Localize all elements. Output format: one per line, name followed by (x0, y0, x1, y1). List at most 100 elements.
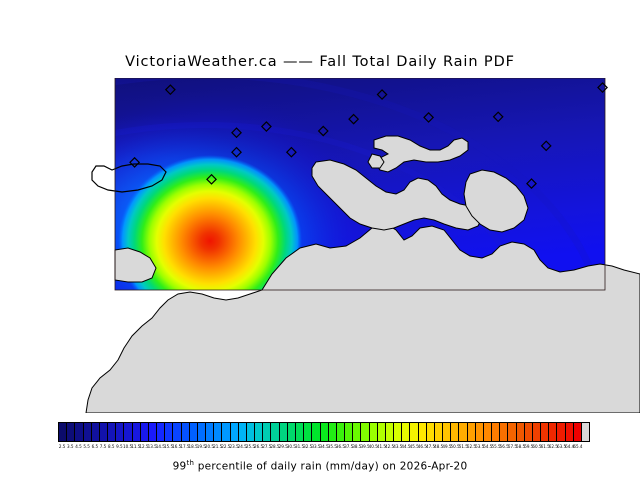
colorbar-tick-label: 11.5 (131, 444, 141, 449)
colorbar-cell (75, 423, 84, 441)
colorbar-cell (279, 423, 288, 441)
colorbar-cell (304, 423, 313, 441)
station-marker[interactable] (231, 146, 242, 158)
colorbar-tick-label: 21.5 (213, 444, 223, 449)
colorbar-cell (532, 423, 542, 441)
colorbar-tick-label: 61.5 (540, 444, 550, 449)
station-marker[interactable] (597, 82, 608, 93)
colorbar-cell (434, 423, 444, 441)
colorbar-tick-label: 32.5 (303, 444, 313, 449)
colorbar-tick-label: 56.5 (499, 444, 509, 449)
station-marker[interactable] (285, 146, 297, 158)
colorbar-cell (222, 423, 231, 441)
colorbar-cell (197, 423, 207, 441)
colorbar-tick-label: 27.5 (262, 444, 272, 449)
rainfall-field (115, 78, 605, 290)
colorbar-cell (459, 423, 468, 441)
colorbar-tick-label: 16.5 (172, 444, 182, 449)
colorbar-cell (467, 423, 476, 441)
station-marker[interactable] (376, 89, 388, 100)
station-marker[interactable] (129, 156, 141, 168)
colorbar-cell (320, 423, 329, 441)
colorbar-tick-label: 34.5 (319, 444, 329, 449)
colorbar-tick-label: 17.5 (180, 444, 190, 449)
colorbar-tick-label: 43.5 (393, 444, 403, 449)
colorbar-tick-label: 29.5 (278, 444, 288, 449)
colorbar-cell (189, 423, 198, 441)
colorbar-tick-label: 46.5 (417, 444, 427, 449)
colorbar-tick-label: 50.5 (450, 444, 460, 449)
colorbar-tick-label: 53.5 (475, 444, 485, 449)
station-marker[interactable] (423, 111, 435, 123)
map-svg (85, 78, 640, 413)
colorbar-cell (418, 423, 427, 441)
colorbar-cell (475, 423, 484, 441)
station-marker[interactable] (540, 140, 552, 152)
colorbar-tick-label: 36.5 (335, 444, 346, 449)
colorbar-tick-label: 5.5 (83, 444, 90, 449)
station-marker[interactable] (164, 84, 176, 96)
colorbar-cell (124, 423, 133, 441)
colorbar-tick-labels: 2.5 3.5 4.5 5.5 6.5 7.5 8.5 9.5 10.5 11.5 12.5 13.5… (58, 442, 583, 454)
land-central-peninsula (311, 159, 483, 231)
colorbar-tick-label: 52.5 (466, 444, 477, 449)
colorbar-tick-label: 47.5 (425, 444, 436, 449)
colorbar-cell (524, 423, 533, 441)
colorbar-cell (508, 423, 517, 441)
colorbar-tick-label: 40.5 (368, 444, 378, 449)
caption-ordinal-suffix: th (186, 459, 195, 467)
land-east-shelf (463, 169, 529, 233)
colorbar-cell (377, 423, 386, 441)
colorbar-tick-label: 33.5 (311, 444, 321, 449)
colorbar[interactable]: 2.5 3.5 4.5 5.5 6.5 7.5 8.5 9.5 10.5 11.5 12.5 13.5… (58, 422, 590, 449)
colorbar-caption: 99th percentile of daily rain (mm/day) o… (0, 459, 640, 473)
station-marker[interactable] (260, 121, 272, 132)
colorbar-tick-label: 62.5 (548, 444, 558, 449)
colorbar-tick-label: 2.5 (58, 444, 66, 449)
colorbar-cell (157, 423, 166, 441)
colorbar-tick-label: 55.5 (491, 444, 501, 449)
colorbar-tick-label: 38.5 (352, 444, 362, 449)
colorbar-strip[interactable] (58, 422, 582, 442)
colorbar-cell (541, 423, 550, 441)
colorbar-tick-label: 24.5 (237, 444, 247, 449)
page-title: VictoriaWeather.ca —— Fall Total Daily R… (125, 54, 515, 70)
station-marker[interactable] (526, 178, 537, 190)
colorbar-cell (573, 423, 581, 441)
colorbar-cell (565, 423, 574, 441)
colorbar-tick-label: 13.5 (147, 444, 157, 449)
colorbar-cell (67, 423, 76, 441)
station-marker[interactable] (492, 111, 504, 123)
colorbar-cell (483, 423, 493, 441)
colorbar-cell (369, 423, 378, 441)
field-border (114, 78, 606, 291)
station-marker[interactable] (317, 125, 329, 137)
colorbar-cell (426, 423, 435, 441)
colorbar-cell (410, 423, 419, 441)
colorbar-cell (295, 423, 305, 441)
colorbar-tick-label: 42.5 (385, 444, 395, 449)
colorbar-cell (148, 423, 158, 441)
colorbar-cell (345, 423, 354, 441)
station-marker[interactable] (231, 127, 242, 139)
station-marker[interactable] (206, 173, 217, 185)
colorbar-cell (214, 423, 223, 441)
colorbar-tick-label: 23.5 (229, 444, 239, 449)
colorbar-tick-label: 63.5 (556, 444, 567, 449)
colorbar-cell (99, 423, 109, 441)
colorbar-cell (336, 423, 346, 441)
colorbar-cell (353, 423, 362, 441)
colorbar-tick-label: 64.4 (565, 444, 575, 449)
land-west-strip (114, 247, 157, 283)
colorbar-tick-label: 9.5 (116, 444, 123, 449)
colorbar-cell (516, 423, 525, 441)
colorbar-cell (91, 423, 100, 441)
colorbar-tick-label: 4.5 (75, 444, 82, 449)
station-marker[interactable] (348, 113, 360, 125)
colorbar-tick-label: 18.5 (188, 444, 198, 449)
colorbar-cell (385, 423, 395, 441)
colorbar-cell (443, 423, 452, 441)
station-marker-layer (129, 82, 608, 190)
colorbar-cell (132, 423, 141, 441)
